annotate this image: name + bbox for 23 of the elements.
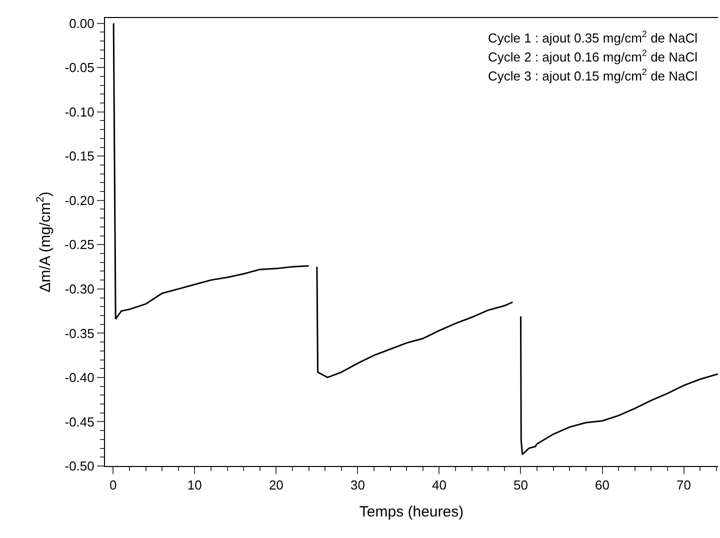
x-tick-label: 20 bbox=[268, 478, 284, 493]
x-tick-label: 70 bbox=[676, 478, 691, 493]
x-tick-label: 10 bbox=[187, 478, 202, 493]
y-tick-label: -0.30 bbox=[64, 281, 94, 296]
annotation: Cycle 1 : ajout 0.35 mg/cm$^{2}$ de NaCl bbox=[488, 29, 698, 46]
y-tick-label: -0.05 bbox=[64, 60, 94, 76]
y-tick-label: -0.20 bbox=[64, 192, 94, 208]
y-tick-label: -0.15 bbox=[64, 148, 94, 164]
y-tick-label: -0.25 bbox=[64, 237, 94, 252]
y-tick-label: -0.35 bbox=[64, 326, 94, 341]
x-tick-label: 0 bbox=[110, 478, 117, 493]
y-tick-label: -0.50 bbox=[64, 458, 94, 474]
y-tick-label: -0.40 bbox=[64, 370, 94, 386]
y-tick-label: -0.10 bbox=[64, 104, 94, 120]
x-tick-label: 60 bbox=[595, 478, 610, 493]
x-tick-label: 50 bbox=[513, 478, 528, 493]
y-tick-label: -0.45 bbox=[64, 414, 94, 430]
annotation: Cycle 3 : ajout 0.15 mg/cm$^{2}$ de NaCl bbox=[488, 67, 698, 84]
x-axis-title: Temps (heures) bbox=[359, 504, 464, 521]
y-tick-label: 0.00 bbox=[69, 16, 94, 31]
x-tick-label: 40 bbox=[432, 478, 446, 493]
annotation: Cycle 2 : ajout 0.16 mg/cm$^{2}$ de NaCl bbox=[488, 48, 698, 64]
x-tick-label: 30 bbox=[350, 478, 365, 493]
